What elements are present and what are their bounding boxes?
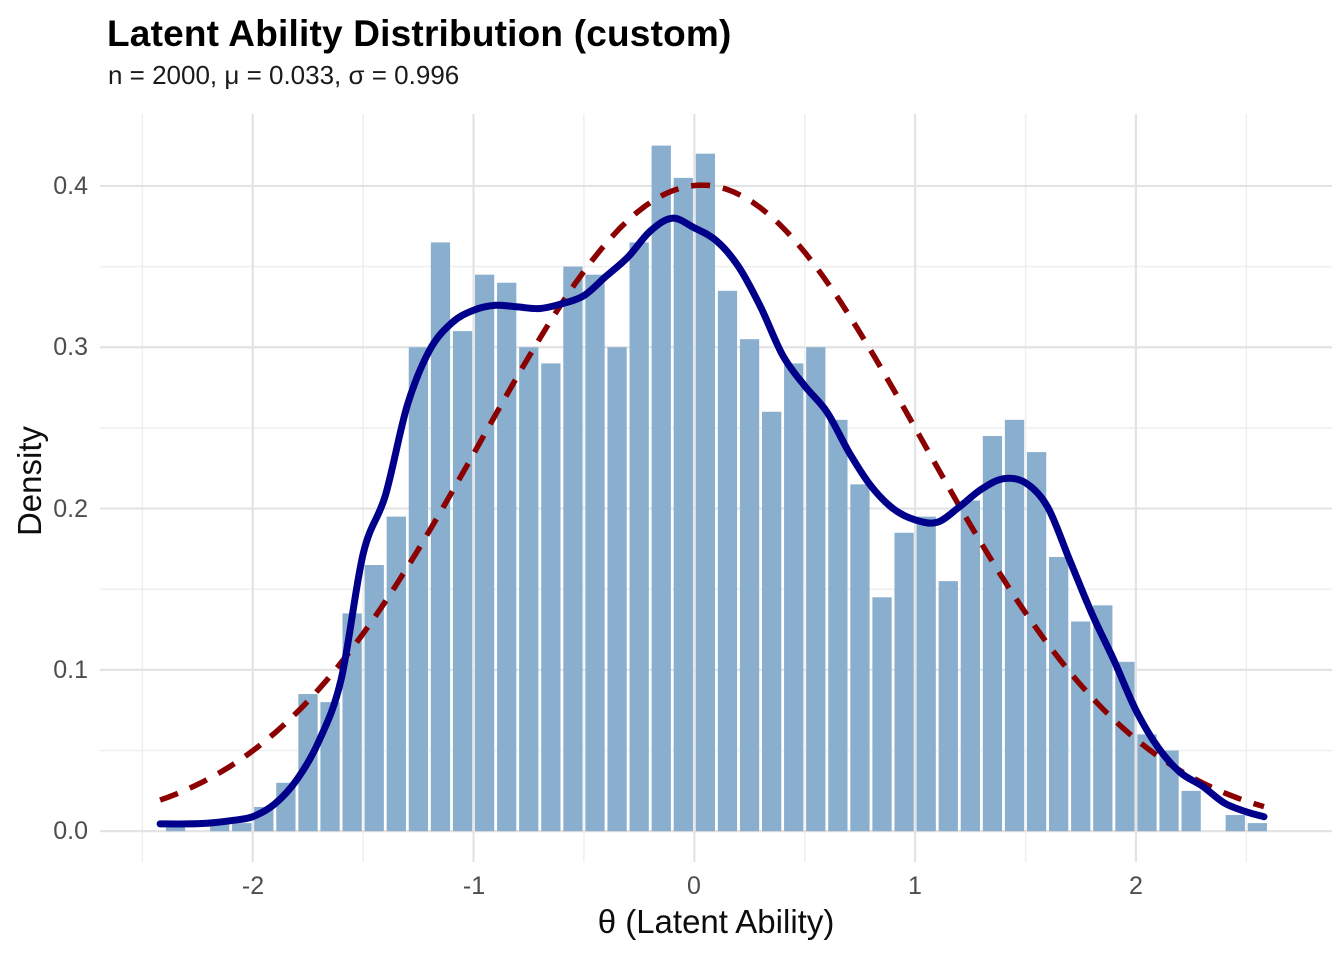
- x-tick-label: 1: [908, 872, 922, 900]
- histogram-bar: [806, 347, 826, 832]
- histogram-bar: [1181, 790, 1201, 832]
- histogram-bar: [585, 274, 605, 832]
- histogram-bar: [894, 532, 914, 832]
- histogram-bar: [1071, 621, 1091, 832]
- x-tick-label: -2: [241, 872, 265, 900]
- histogram-bar: [982, 435, 1003, 832]
- histogram-bar: [629, 242, 649, 832]
- histogram-bar: [850, 484, 870, 832]
- y-tick-label: 0.3: [53, 333, 88, 361]
- y-tick-label: 0.2: [53, 495, 88, 523]
- gridlines-major: [100, 114, 1332, 862]
- histogram-bar: [497, 282, 517, 832]
- histogram-bar: [651, 145, 671, 832]
- histogram-bars: [165, 145, 1268, 832]
- histogram-bar: [938, 581, 958, 832]
- histogram-bar: [1247, 823, 1268, 832]
- histogram-bar: [1225, 815, 1245, 832]
- histogram-bar: [828, 419, 848, 832]
- histogram-bar: [607, 347, 627, 832]
- histogram-bar: [408, 347, 429, 832]
- plot-subtitle: n = 2000, μ = 0.033, σ = 0.996: [108, 60, 460, 90]
- histogram-bar: [916, 516, 936, 832]
- y-tick-label: 0.4: [53, 172, 88, 200]
- histogram-bar: [784, 363, 804, 832]
- histogram-bar: [541, 363, 561, 832]
- histogram-bar: [695, 153, 716, 832]
- x-axis-title: θ (Latent Ability): [597, 903, 835, 940]
- kde-curve: [156, 214, 1268, 828]
- histogram-bar: [342, 613, 362, 832]
- histogram-bar: [519, 347, 539, 832]
- histogram-bar: [563, 266, 583, 832]
- histogram-bar: [762, 411, 782, 832]
- histogram-bar: [232, 823, 252, 832]
- histogram-bar: [1026, 452, 1047, 832]
- histogram-bar: [1137, 734, 1157, 832]
- histogram-bar: [1004, 419, 1025, 832]
- histogram-bar: [872, 597, 892, 832]
- y-tick-label: 0.1: [53, 656, 88, 684]
- histogram-bar: [673, 177, 693, 832]
- histogram-bar: [210, 823, 230, 832]
- x-tick-label: -1: [462, 872, 486, 900]
- histogram-bar: [960, 500, 980, 832]
- histogram-bar: [474, 274, 495, 832]
- x-tick-label: 2: [1129, 872, 1143, 900]
- histogram-bar: [452, 331, 473, 832]
- histogram-bar: [739, 339, 760, 832]
- histogram-bar: [364, 565, 384, 832]
- y-tick-label: 0.0: [53, 817, 88, 845]
- histogram-bar: [430, 242, 451, 832]
- histogram-bar: [1049, 556, 1069, 832]
- x-tick-label: 0: [687, 872, 701, 900]
- histogram-bar: [1093, 605, 1113, 832]
- histogram-bar: [386, 516, 406, 832]
- histogram-bar: [717, 290, 738, 832]
- plot-title: Latent Ability Distribution (custom): [107, 13, 732, 54]
